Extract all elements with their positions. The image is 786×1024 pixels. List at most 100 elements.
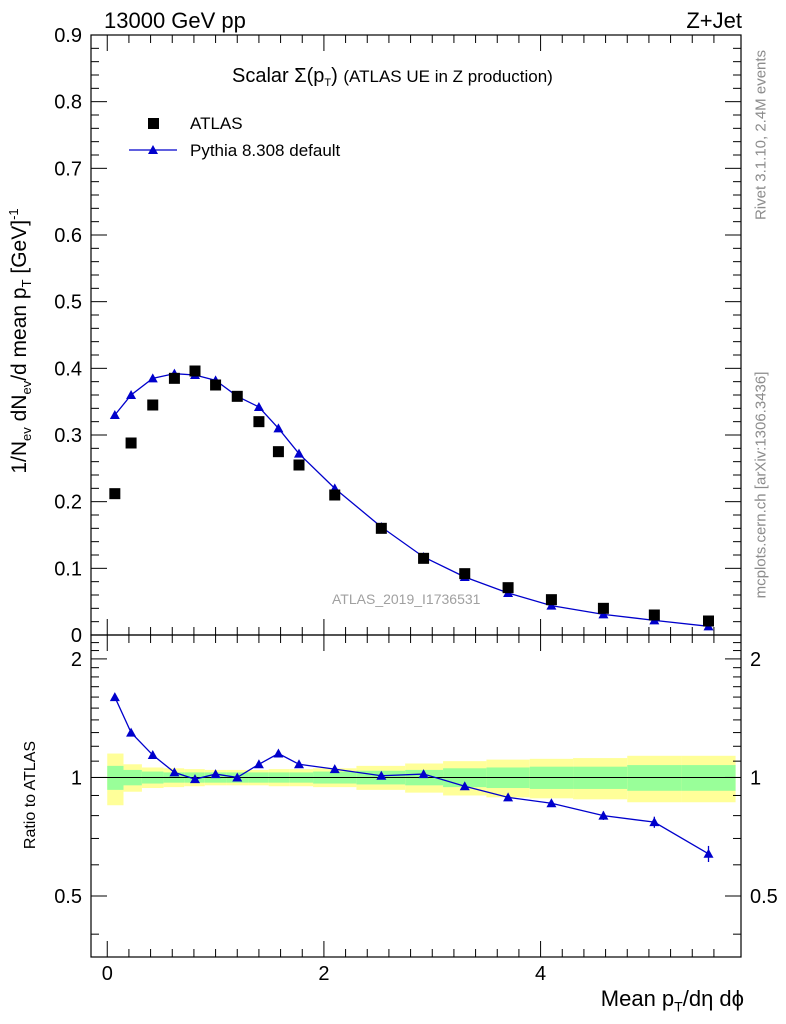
analysis-watermark: ATLAS_2019_I1736531 (332, 591, 481, 607)
ratio-point (169, 767, 180, 777)
mc-point (294, 448, 304, 458)
ratio-y-tick-label: 0.5 (54, 886, 82, 908)
y-label-part: dN (7, 394, 31, 428)
mc-point (109, 410, 120, 419)
header-right-label: Z+Jet (686, 8, 742, 33)
plot-title: Scalar Σ(pT) (ATLAS UE in Z production) (232, 65, 553, 89)
side-label-rivet: Rivet 3.1.10, 2.4M events (752, 49, 770, 221)
y-label-part: 1/N (7, 440, 31, 474)
ratio-point (126, 727, 137, 737)
axes-layer (90, 34, 742, 958)
ratio-point (376, 770, 387, 780)
mc-point (273, 423, 284, 433)
x-tick-label: 4 (535, 963, 546, 985)
ratio-band-layer (107, 753, 736, 806)
y-label-part: /d mean p (7, 287, 31, 381)
y-tick-label: 0.6 (54, 225, 82, 247)
ratio-point (503, 792, 514, 802)
y-tick-label: 0.2 (54, 492, 82, 514)
data-point (545, 594, 557, 606)
mc-point (147, 373, 158, 383)
ratio-point (598, 810, 609, 820)
x-label-sub: T (674, 998, 683, 1015)
y-tick-label: 0.7 (54, 158, 82, 180)
data-point (597, 602, 609, 614)
y-tick-label: 0.5 (54, 292, 82, 314)
y-label-part: [GeV] (7, 219, 31, 280)
y-label-sub: ev (19, 427, 35, 441)
ratio-mc-layer (109, 692, 714, 862)
data-point (502, 582, 514, 594)
ratio-y-tick-label: 1 (71, 767, 82, 789)
x-tick-label: 0 (102, 963, 113, 985)
ratio-point (294, 759, 304, 769)
data-point (293, 459, 305, 471)
legend-label-atlas: ATLAS (190, 114, 243, 133)
mc-point (253, 402, 264, 411)
legend-layer (129, 118, 177, 154)
side-label-mcplots: mcplots.cern.ch [arXiv:1306.3436] (752, 371, 770, 599)
legend-marker-pythia (148, 145, 158, 154)
data-point (253, 416, 265, 428)
data-point (210, 379, 222, 391)
ratio-point (273, 748, 284, 758)
y-tick-label: 0.8 (54, 92, 82, 114)
y-tick-label: 0 (71, 625, 82, 647)
data-point (109, 488, 121, 500)
ratio-point (703, 848, 714, 858)
ratio-y-tick-label-right: 2 (750, 649, 761, 671)
ratio-point (418, 769, 429, 779)
ratio-point (459, 781, 470, 791)
ratio-point (147, 750, 158, 760)
ratio-point (232, 772, 243, 782)
data-point (272, 446, 284, 458)
data-point (231, 390, 243, 402)
data-point (329, 489, 341, 501)
y-tick-label: 0.4 (54, 358, 82, 380)
y-axis-label-main: 1/Nev dNev/d mean pT [GeV]-1 (5, 208, 35, 474)
ratio-point (190, 774, 200, 784)
ratio-panel-frame (90, 634, 742, 958)
legend-marker-atlas (148, 118, 159, 129)
y-label-sub: T (19, 279, 35, 288)
y-tick-label: 0.3 (54, 425, 82, 447)
ratio-point (109, 692, 120, 702)
data-point (168, 372, 180, 384)
y-label-sub: ev (19, 380, 35, 395)
ratio-point (649, 817, 660, 827)
data-point (703, 615, 714, 627)
ratio-point (210, 769, 221, 779)
data-point (648, 609, 660, 621)
x-label-part: /dη dϕ (682, 986, 744, 1011)
data-point (418, 552, 430, 564)
data-point (459, 568, 471, 580)
y-tick-label: 0.9 (54, 25, 82, 47)
data-point (147, 399, 159, 411)
x-tick-label: 2 (318, 963, 329, 985)
plot-title-sub: T (324, 77, 332, 89)
data-point (375, 522, 387, 534)
header-left-label: 13000 GeV pp (104, 8, 246, 33)
tick-label-layer: 00.10.20.30.40.50.60.70.80.90.5 0.51 12 20 2… (54, 25, 778, 985)
ratio-point (253, 759, 264, 769)
y-axis-label-ratio: Ratio to ATLAS (22, 740, 39, 850)
plot-title-rest: (ATLAS UE in Z production) (343, 67, 553, 86)
x-axis-label: Mean pT/dη dϕ (600, 986, 744, 1015)
ratio-point (546, 798, 557, 808)
mc-series-line (114, 373, 709, 627)
main-data-layer (109, 365, 714, 627)
ratio-y-tick-label-right: 1 (750, 767, 761, 789)
data-point (189, 365, 201, 377)
ratio-point (329, 764, 340, 774)
ratio-y-tick-label-right: 0.5 (750, 886, 778, 908)
main-panel-frame (90, 34, 742, 636)
legend-label-pythia: Pythia 8.308 default (190, 141, 341, 160)
y-label-sup: -1 (5, 208, 21, 220)
plot-title-main: Scalar Σ(p (232, 65, 325, 87)
y-tick-label: 0.1 (54, 558, 82, 580)
mc-point (126, 390, 137, 399)
x-label-part: Mean p (600, 986, 675, 1011)
plot-title-close: ) (331, 65, 338, 87)
data-point (125, 437, 137, 449)
